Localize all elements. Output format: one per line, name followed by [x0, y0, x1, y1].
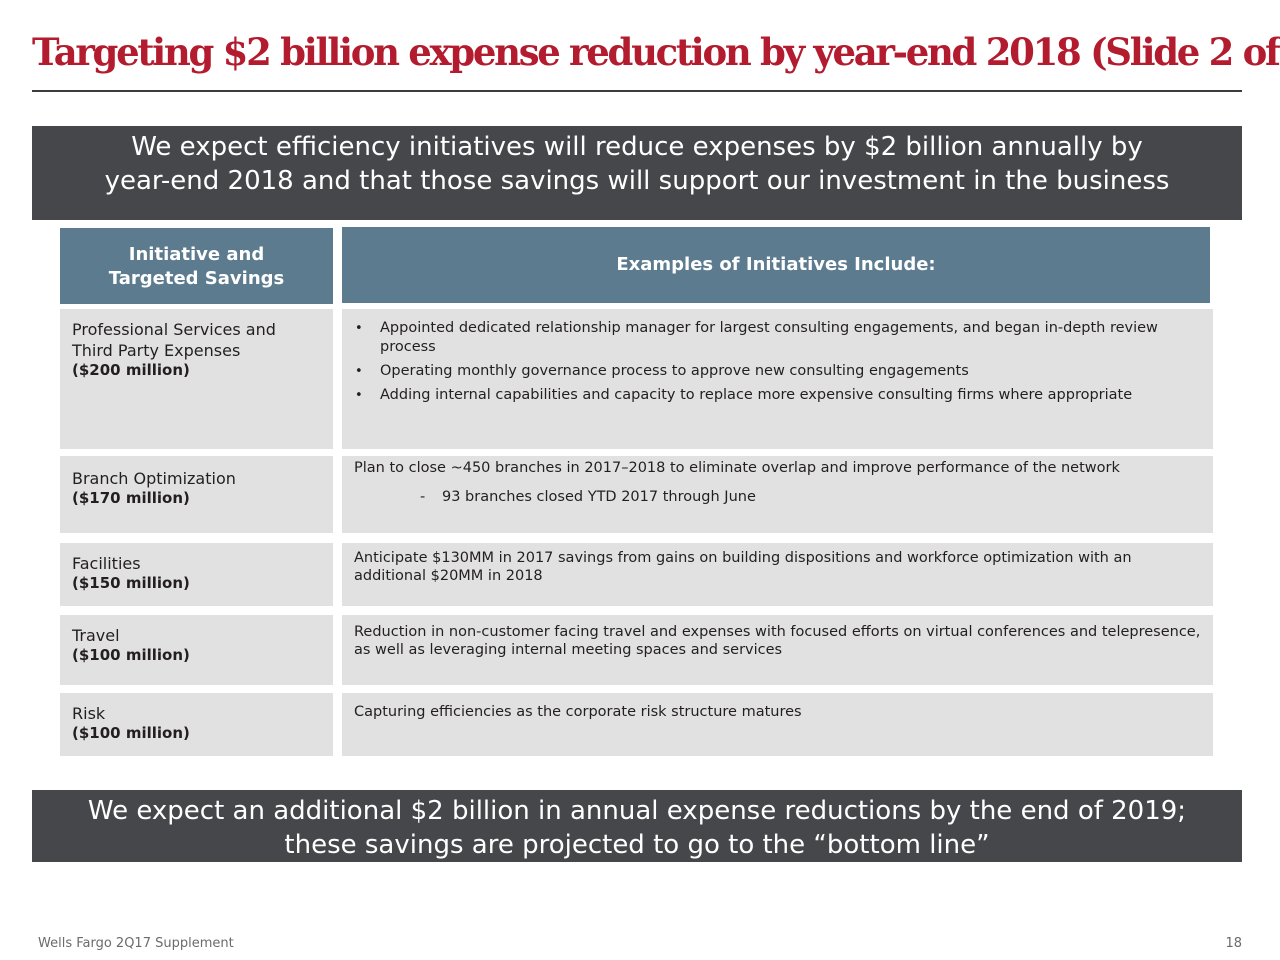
example-text: Anticipate $130MM in 2017 savings from g… — [354, 550, 1132, 584]
bullet-item: • Operating monthly governance process to… — [354, 362, 1201, 381]
example-text: Plan to close ~450 branches in 2017–2018… — [354, 460, 1120, 476]
title-divider — [32, 90, 1242, 92]
header-initiative: Initiative and Targeted Savings — [60, 228, 333, 304]
bullet-icon: • — [355, 388, 363, 403]
initiative-name-line2: Third Party Expenses — [72, 341, 241, 360]
bullet-text: Operating monthly governance process to … — [380, 363, 969, 379]
examples-cell-professional-services: • Appointed dedicated relationship manage… — [342, 309, 1213, 449]
bullet-item: • Appointed dedicated relationship manage… — [354, 319, 1201, 357]
bottom-banner: We expect an additional $2 billion in an… — [32, 790, 1242, 862]
examples-bullet-list: • Appointed dedicated relationship manage… — [354, 319, 1201, 405]
initiative-cell-risk: Risk ($100 million) — [60, 693, 333, 756]
examples-cell-facilities: Anticipate $130MM in 2017 savings from g… — [342, 543, 1213, 606]
initiative-name: Facilities — [72, 554, 141, 573]
header-initiative-line1: Initiative and — [128, 244, 265, 265]
examples-cell-branch-optimization: Plan to close ~450 branches in 2017–2018… — [342, 456, 1213, 533]
example-text: Capturing efficiencies as the corporate … — [354, 704, 802, 720]
footer-source: Wells Fargo 2Q17 Supplement — [38, 936, 234, 951]
initiative-name: Risk — [72, 704, 106, 723]
top-banner-line1: We expect efficiency initiatives will re… — [131, 132, 1143, 162]
initiative-cell-travel: Travel ($100 million) — [60, 615, 333, 685]
examples-cell-risk: Capturing efficiencies as the corporate … — [342, 693, 1213, 756]
initiative-savings: ($100 million) — [72, 724, 190, 742]
initiative-cell-facilities: Facilities ($150 million) — [60, 543, 333, 606]
example-sub-text: 93 branches closed YTD 2017 through June — [442, 489, 756, 505]
dash-marker: - — [420, 489, 426, 505]
bullet-text: Appointed dedicated relationship manager… — [380, 320, 1158, 355]
header-examples: Examples of Initiatives Include: — [342, 227, 1210, 303]
initiative-savings: ($170 million) — [72, 489, 190, 507]
bottom-banner-line2: these savings are projected to go to the… — [284, 830, 990, 860]
initiative-name: Travel — [72, 626, 120, 645]
page-number: 18 — [1225, 936, 1242, 951]
initiative-name: Branch Optimization — [72, 469, 236, 488]
example-sub-item: -93 branches closed YTD 2017 through Jun… — [354, 488, 1201, 506]
header-initiative-line2: Targeted Savings — [108, 268, 285, 289]
bullet-icon: • — [355, 321, 363, 336]
examples-cell-travel: Reduction in non-customer facing travel … — [342, 615, 1213, 685]
example-text: Reduction in non-customer facing travel … — [354, 624, 1201, 658]
initiative-savings: ($100 million) — [72, 646, 190, 664]
bullet-item: • Adding internal capabilities and capaci… — [354, 386, 1201, 405]
initiative-cell-branch-optimization: Branch Optimization ($170 million) — [60, 456, 333, 533]
bottom-banner-line1: We expect an additional $2 billion in an… — [87, 796, 1187, 826]
initiative-cell-professional-services: Professional Services and Third Party Ex… — [60, 309, 333, 449]
page-title: Targeting $2 billion expense reduction b… — [32, 30, 1280, 74]
initiative-savings: ($200 million) — [72, 361, 190, 379]
initiative-savings: ($150 million) — [72, 574, 190, 592]
initiative-name-line1: Professional Services and — [72, 320, 276, 339]
bullet-icon: • — [355, 364, 363, 379]
top-banner: We expect efficiency initiatives will re… — [32, 126, 1242, 220]
top-banner-line2: year-end 2018 and that those savings wil… — [104, 166, 1170, 196]
bullet-text: Adding internal capabilities and capacit… — [380, 387, 1133, 403]
